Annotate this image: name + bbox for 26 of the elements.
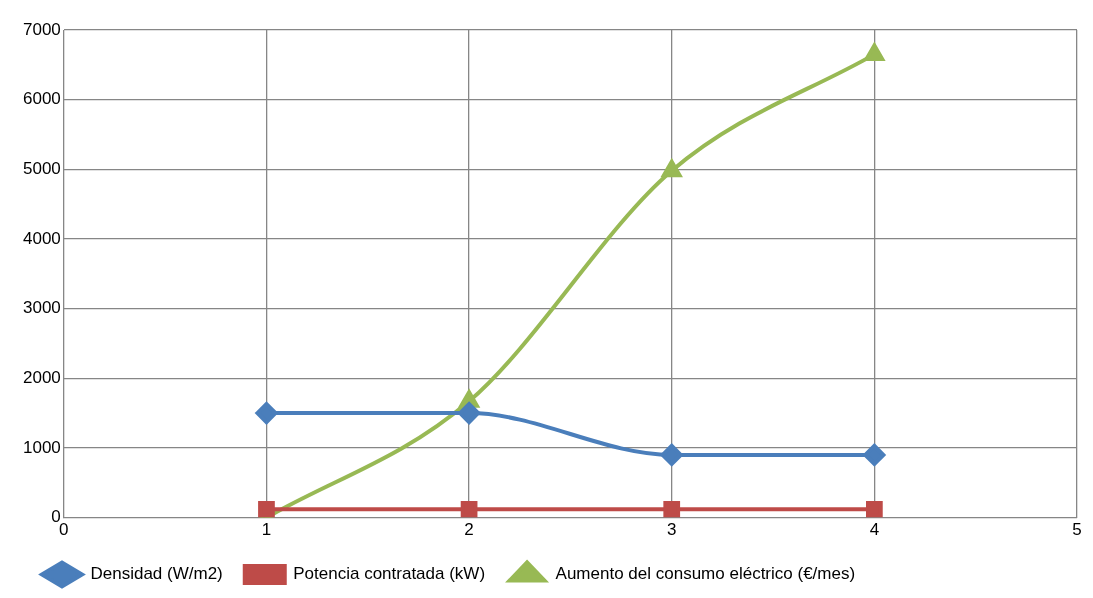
legend-label: Aumento del consumo eléctrico (€/mes): [555, 564, 856, 584]
y-tick-label: 1000: [22, 437, 61, 457]
x-tick-label: 4: [869, 520, 880, 540]
x-tick-label: 3: [666, 520, 677, 540]
point: [258, 500, 275, 518]
y-tick-label: 6000: [22, 89, 61, 109]
point: [460, 500, 478, 518]
y-tick-label: 2000: [22, 367, 61, 387]
y-tick-label: 3000: [22, 298, 61, 318]
y-tick-label: 4000: [22, 228, 61, 248]
y-tick-label: 7000: [22, 19, 61, 39]
point: [661, 159, 682, 178]
legend-label: Potencia contratada (kW): [293, 564, 486, 584]
point: [660, 443, 683, 466]
point: [866, 500, 883, 518]
legend-label: Densidad (W/m2): [90, 564, 223, 584]
y-tick-label: 5000: [22, 159, 61, 178]
point: [863, 443, 886, 466]
x-tick-label: 1: [261, 520, 272, 540]
y-tick-label: 0: [51, 507, 61, 527]
x-tick-label: 2: [464, 520, 474, 540]
point: [458, 402, 481, 425]
point: [663, 500, 681, 518]
x-tick-label: 5: [1072, 520, 1082, 540]
point: [255, 402, 278, 425]
point: [864, 43, 885, 61]
